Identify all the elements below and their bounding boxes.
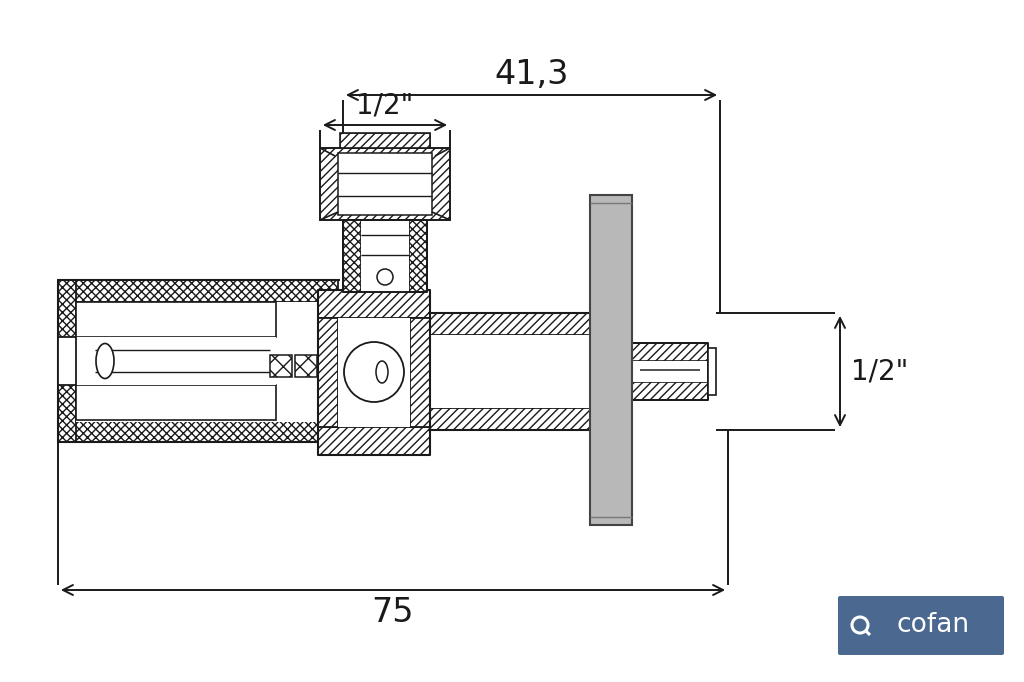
Ellipse shape <box>376 361 388 383</box>
Bar <box>76 302 341 422</box>
Text: cofan: cofan <box>896 612 970 638</box>
Bar <box>428 335 628 408</box>
Bar <box>340 133 430 148</box>
Bar <box>361 220 409 292</box>
Circle shape <box>344 342 404 402</box>
Bar <box>338 153 432 215</box>
Bar <box>428 313 628 335</box>
Bar <box>295 355 317 377</box>
Bar <box>58 280 76 442</box>
Bar <box>270 355 292 377</box>
Bar <box>628 361 708 382</box>
Bar <box>318 290 430 318</box>
Bar <box>58 337 76 385</box>
Bar <box>628 382 708 400</box>
Text: 1/2": 1/2" <box>356 91 414 119</box>
Bar <box>340 133 430 148</box>
Text: 41,3: 41,3 <box>495 59 568 91</box>
Bar <box>58 280 338 302</box>
Bar <box>708 348 716 395</box>
Bar <box>319 148 450 220</box>
Bar <box>76 385 276 420</box>
Bar <box>318 318 338 427</box>
Bar <box>76 337 276 385</box>
Ellipse shape <box>96 344 114 379</box>
Bar <box>628 343 708 361</box>
Bar <box>343 220 361 292</box>
Bar <box>590 195 632 525</box>
Bar <box>409 220 427 292</box>
Bar <box>76 302 276 337</box>
Bar <box>58 420 338 442</box>
Bar <box>318 427 430 455</box>
Circle shape <box>377 269 393 285</box>
Text: 1/2": 1/2" <box>851 357 908 385</box>
Bar <box>338 318 410 427</box>
Text: 75: 75 <box>372 595 415 629</box>
Bar <box>428 408 628 430</box>
FancyBboxPatch shape <box>838 596 1004 655</box>
Bar <box>410 318 430 427</box>
